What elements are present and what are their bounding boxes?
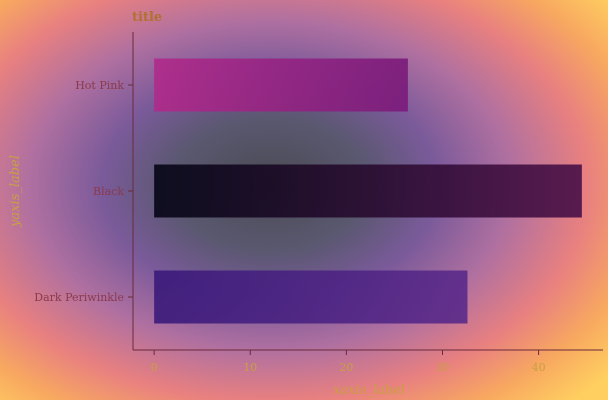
x-axis-label: xaxis_label bbox=[333, 383, 405, 398]
y-tick-label: Black bbox=[93, 185, 124, 198]
x-tick-label: 30 bbox=[435, 361, 449, 374]
y-axis-label: yaxis_label bbox=[8, 155, 23, 228]
x-tick-label: 20 bbox=[339, 361, 353, 374]
chart-title: title bbox=[132, 10, 162, 25]
y-tick-label: Hot Pink bbox=[75, 79, 124, 92]
x-tick-label: 40 bbox=[532, 361, 546, 374]
bar-hot-pink bbox=[154, 59, 408, 112]
x-tick-label: 10 bbox=[243, 361, 257, 374]
x-tick-label: 0 bbox=[151, 361, 158, 374]
y-tick-label: Dark Periwinkle bbox=[34, 291, 124, 304]
bar-dark-periwinkle bbox=[154, 271, 467, 324]
bars-layer bbox=[154, 59, 582, 324]
bar-black bbox=[154, 165, 582, 218]
